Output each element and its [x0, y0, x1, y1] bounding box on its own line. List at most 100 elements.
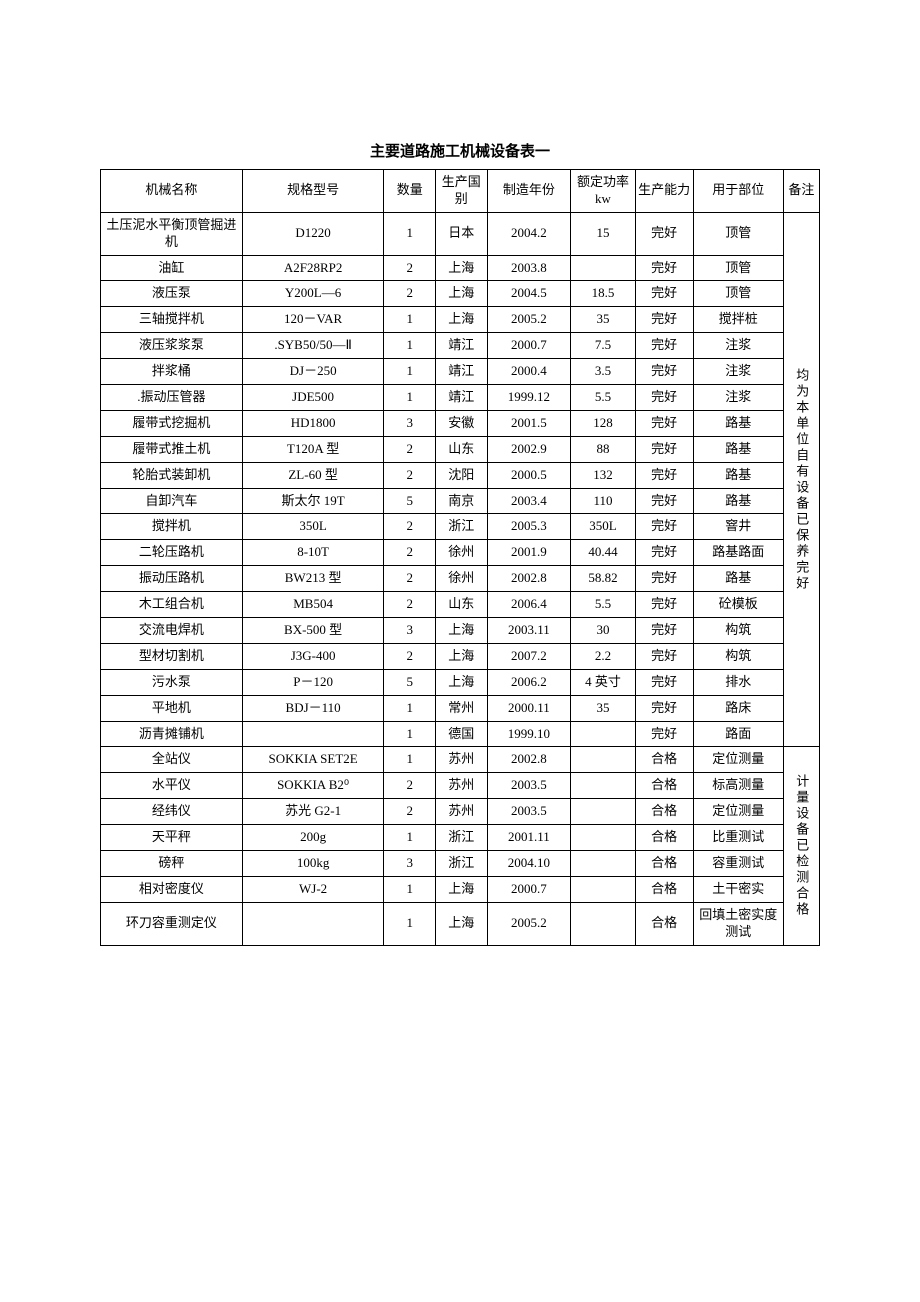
cell-spec: HD1800 — [242, 410, 384, 436]
table-row: 相对密度仪WJ-21上海2000.7合格土干密实 — [101, 876, 820, 902]
cell-origin: 靖江 — [436, 359, 488, 385]
cell-spec: 斯太尔 19T — [242, 488, 384, 514]
cell-origin: 上海 — [436, 307, 488, 333]
cell-power: 3.5 — [571, 359, 635, 385]
cell-year: 2000.5 — [487, 462, 571, 488]
cell-use: 比重测试 — [693, 825, 783, 851]
cell-origin: 浙江 — [436, 825, 488, 851]
cell-power — [571, 902, 635, 945]
cell-name: 型材切割机 — [101, 643, 243, 669]
header-use: 用于部位 — [693, 170, 783, 213]
header-name: 机械名称 — [101, 170, 243, 213]
cell-origin: 苏州 — [436, 799, 488, 825]
cell-capacity: 完好 — [635, 514, 693, 540]
cell-capacity: 完好 — [635, 669, 693, 695]
cell-origin: 上海 — [436, 902, 488, 945]
table-row: 环刀容重测定仪1上海2005.2合格回填土密实度测试 — [101, 902, 820, 945]
cell-name: 液压泵 — [101, 281, 243, 307]
table-row: 木工组合机MB5042山东2006.45.5完好砼模板 — [101, 592, 820, 618]
cell-qty: 1 — [384, 385, 436, 411]
cell-spec: SOKKIA SET2E — [242, 747, 384, 773]
cell-power: 35 — [571, 307, 635, 333]
cell-origin: 上海 — [436, 281, 488, 307]
cell-year: 2002.9 — [487, 436, 571, 462]
cell-origin: 浙江 — [436, 851, 488, 877]
cell-power: 35 — [571, 695, 635, 721]
table-row: 搅拌机350L2浙江2005.3350L完好窨井 — [101, 514, 820, 540]
table-row: .振动压管器JDE5001靖江1999.125.5完好注浆 — [101, 385, 820, 411]
table-row: 液压浆浆泵.SYB50/50—Ⅱ1靖江2000.77.5完好注浆 — [101, 333, 820, 359]
cell-use: 搅拌桩 — [693, 307, 783, 333]
cell-origin: 苏州 — [436, 773, 488, 799]
cell-capacity: 完好 — [635, 212, 693, 255]
cell-capacity: 合格 — [635, 773, 693, 799]
cell-capacity: 完好 — [635, 566, 693, 592]
cell-qty: 5 — [384, 669, 436, 695]
cell-qty: 1 — [384, 876, 436, 902]
header-capacity: 生产能力 — [635, 170, 693, 213]
cell-year: 2004.10 — [487, 851, 571, 877]
cell-spec: J3G-400 — [242, 643, 384, 669]
cell-capacity: 完好 — [635, 281, 693, 307]
header-origin: 生产国别 — [436, 170, 488, 213]
note-group1: 均为本单位自有设备已保养完好 — [783, 212, 819, 747]
cell-use: 注浆 — [693, 333, 783, 359]
cell-origin: 德国 — [436, 721, 488, 747]
cell-spec: 350L — [242, 514, 384, 540]
table-header-row: 机械名称 规格型号 数量 生产国别 制造年份 额定功率kw 生产能力 用于部位 … — [101, 170, 820, 213]
cell-capacity: 合格 — [635, 747, 693, 773]
cell-name: 污水泵 — [101, 669, 243, 695]
table-row: 天平秤200g1浙江2001.11合格比重测试 — [101, 825, 820, 851]
cell-qty: 2 — [384, 281, 436, 307]
cell-power: 18.5 — [571, 281, 635, 307]
cell-use: 路基 — [693, 410, 783, 436]
cell-year: 1999.12 — [487, 385, 571, 411]
cell-origin: 沈阳 — [436, 462, 488, 488]
cell-qty: 3 — [384, 618, 436, 644]
cell-name: 拌浆桶 — [101, 359, 243, 385]
cell-spec — [242, 902, 384, 945]
cell-spec: JDE500 — [242, 385, 384, 411]
cell-capacity: 合格 — [635, 825, 693, 851]
cell-origin: 安徽 — [436, 410, 488, 436]
cell-qty: 1 — [384, 902, 436, 945]
cell-year: 2007.2 — [487, 643, 571, 669]
cell-qty: 2 — [384, 540, 436, 566]
table-row: 轮胎式装卸机ZL-60 型2沈阳2000.5132完好路基 — [101, 462, 820, 488]
cell-capacity: 完好 — [635, 721, 693, 747]
cell-capacity: 合格 — [635, 902, 693, 945]
cell-capacity: 合格 — [635, 799, 693, 825]
cell-use: 土干密实 — [693, 876, 783, 902]
header-year: 制造年份 — [487, 170, 571, 213]
cell-name: 环刀容重测定仪 — [101, 902, 243, 945]
table-row: 三轴搅拌机120－VAR1上海2005.235完好搅拌桩 — [101, 307, 820, 333]
cell-spec: SOKKIA B2⁰ — [242, 773, 384, 799]
cell-use: 注浆 — [693, 385, 783, 411]
cell-spec: P－120 — [242, 669, 384, 695]
cell-use: 顶管 — [693, 281, 783, 307]
cell-use: 构筑 — [693, 643, 783, 669]
cell-use: 路床 — [693, 695, 783, 721]
cell-name: 土压泥水平衡顶管掘进机 — [101, 212, 243, 255]
cell-name: 交流电焊机 — [101, 618, 243, 644]
cell-power: 110 — [571, 488, 635, 514]
cell-use: 定位测量 — [693, 747, 783, 773]
cell-spec: 8-10T — [242, 540, 384, 566]
cell-spec: D1220 — [242, 212, 384, 255]
cell-spec: BX-500 型 — [242, 618, 384, 644]
cell-capacity: 完好 — [635, 385, 693, 411]
cell-capacity: 完好 — [635, 592, 693, 618]
cell-qty: 2 — [384, 436, 436, 462]
cell-name: 二轮压路机 — [101, 540, 243, 566]
cell-qty: 2 — [384, 566, 436, 592]
cell-use: 注浆 — [693, 359, 783, 385]
cell-use: 构筑 — [693, 618, 783, 644]
cell-use: 排水 — [693, 669, 783, 695]
cell-name: 履带式挖掘机 — [101, 410, 243, 436]
cell-spec: T120A 型 — [242, 436, 384, 462]
cell-name: 自卸汽车 — [101, 488, 243, 514]
header-qty: 数量 — [384, 170, 436, 213]
cell-power — [571, 747, 635, 773]
cell-use: 顶管 — [693, 255, 783, 281]
cell-capacity: 完好 — [635, 695, 693, 721]
